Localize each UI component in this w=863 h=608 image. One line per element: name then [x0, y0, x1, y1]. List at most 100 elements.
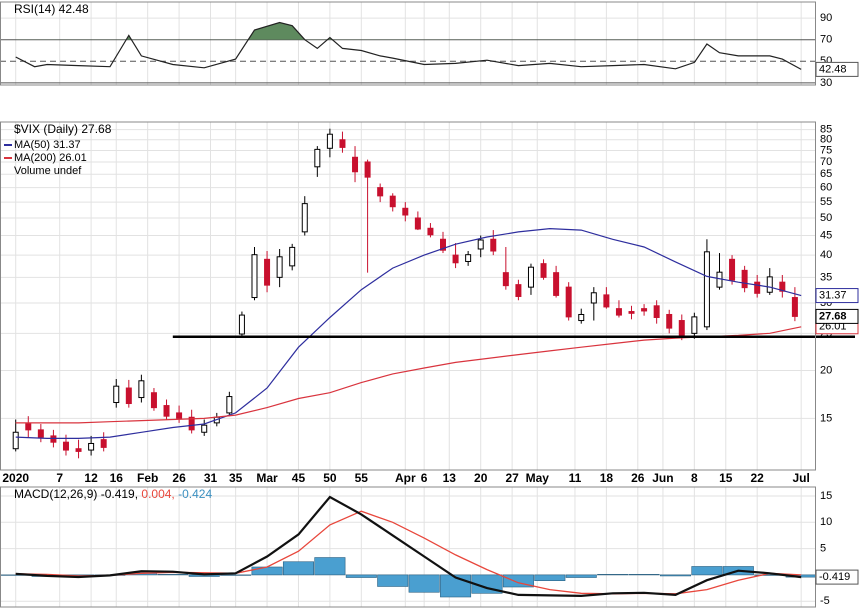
candle-body	[389, 195, 396, 208]
x-tick-label: 16	[110, 471, 124, 485]
x-tick-label: 22	[751, 471, 765, 485]
candle-body	[515, 284, 522, 297]
candle-body	[716, 271, 723, 288]
x-tick-label: 50	[323, 471, 337, 485]
value-label: 27.68	[819, 310, 847, 322]
x-tick-label: 26	[631, 471, 645, 485]
y-tick-label: 45	[820, 229, 832, 241]
histogram-bar	[597, 574, 629, 576]
signal-line	[15, 510, 802, 595]
histogram-bar	[314, 557, 346, 576]
candle-body	[75, 448, 82, 452]
macd-legend-signal: 0.004,	[141, 487, 174, 501]
candle-body	[188, 416, 195, 431]
candle-body	[653, 305, 660, 318]
candle-body	[201, 424, 208, 433]
candle-body	[339, 139, 346, 148]
y-tick-label: 15	[820, 490, 832, 502]
macd-legend-macd: MACD(12,26,9) -0.419,	[14, 487, 138, 501]
x-tick-label: Apr	[395, 471, 416, 485]
x-tick-label: 18	[600, 471, 614, 485]
histogram-bar	[220, 574, 252, 576]
x-tick-label: 27	[505, 471, 519, 485]
candle-body	[25, 423, 32, 431]
candle-body	[276, 256, 283, 278]
x-tick-label: 31	[204, 471, 218, 485]
value-label: -0.419	[819, 571, 850, 583]
y-tick-label: 90	[820, 12, 832, 24]
x-tick-label: May	[526, 471, 550, 485]
x-tick-label: 45	[292, 471, 306, 485]
candle-body	[37, 429, 44, 438]
y-tick-label: 30	[820, 77, 832, 89]
histogram-bar	[345, 574, 377, 578]
y-tick-label: 50	[820, 212, 832, 224]
x-tick-label: 7	[56, 471, 63, 485]
candle-body	[502, 272, 509, 287]
candle-body	[414, 217, 421, 230]
x-tick-label: Jul	[793, 471, 810, 485]
panel-frame	[0, 1, 816, 86]
histogram-bar	[408, 574, 440, 593]
candle-body	[364, 161, 371, 178]
y-tick-label: 70	[820, 156, 832, 168]
x-tick-label: 8	[691, 471, 698, 485]
candle-body	[163, 405, 170, 417]
candle-body	[553, 272, 560, 296]
candle-body	[440, 238, 447, 251]
candle-body	[791, 297, 798, 317]
candle-body	[729, 258, 736, 281]
candle-body	[678, 320, 685, 338]
x-tick-label: 12	[84, 471, 98, 485]
histogram-bar	[628, 574, 660, 576]
ma200-legend: MA(200) 26.01	[14, 152, 87, 164]
x-tick-label: 20	[474, 471, 488, 485]
macd-legend: MACD(12,26,9) -0.419, 0.004, -0.424	[14, 487, 212, 501]
y-tick-label: 40	[820, 249, 832, 261]
x-tick-label: Jun	[652, 471, 673, 485]
y-tick-label: 75	[820, 144, 832, 156]
panel-frame	[0, 486, 816, 608]
candle-body	[490, 238, 497, 252]
candle-body	[477, 239, 484, 250]
value-box	[815, 569, 859, 585]
candle-body	[402, 207, 409, 216]
rsi-overbought-fill	[126, 22, 333, 40]
rsi-line	[15, 21, 802, 70]
candle-body	[226, 396, 233, 414]
candle-body	[238, 314, 245, 335]
candle-body	[264, 258, 271, 286]
histogram-bar	[565, 574, 597, 578]
y-tick-label: 35	[820, 271, 832, 283]
value-label: 31.37	[819, 289, 847, 301]
moving-average	[15, 326, 802, 424]
candle-body	[125, 387, 132, 405]
x-tick-label: 15	[719, 471, 733, 485]
y-tick-label: -5	[820, 595, 830, 607]
y-tick-label: 60	[820, 182, 832, 194]
macd-line	[15, 495, 802, 598]
candle-body	[465, 254, 472, 262]
moving-average	[15, 227, 802, 439]
value-box	[815, 288, 859, 304]
candle-body	[113, 385, 120, 404]
candle-body	[100, 439, 107, 448]
candle-body	[150, 392, 157, 409]
candle-body	[754, 281, 761, 294]
candle-body	[590, 292, 597, 304]
x-tick-label: 35	[229, 471, 243, 485]
volume-legend: Volume undef	[14, 165, 82, 177]
histogram-bar	[157, 574, 189, 576]
candle-body	[578, 313, 585, 322]
histogram-bar	[251, 566, 283, 576]
value-box	[815, 61, 859, 77]
candle-body	[176, 412, 183, 419]
macd-legend-histogram: -0.424	[178, 487, 212, 501]
candle-body	[88, 442, 95, 451]
x-tick-label: Feb	[137, 471, 158, 485]
candle-body	[62, 441, 69, 451]
x-tick-label: 11	[569, 471, 582, 485]
candle-body	[703, 251, 710, 328]
candle-body	[427, 227, 434, 236]
x-tick-label: 6	[421, 471, 428, 485]
